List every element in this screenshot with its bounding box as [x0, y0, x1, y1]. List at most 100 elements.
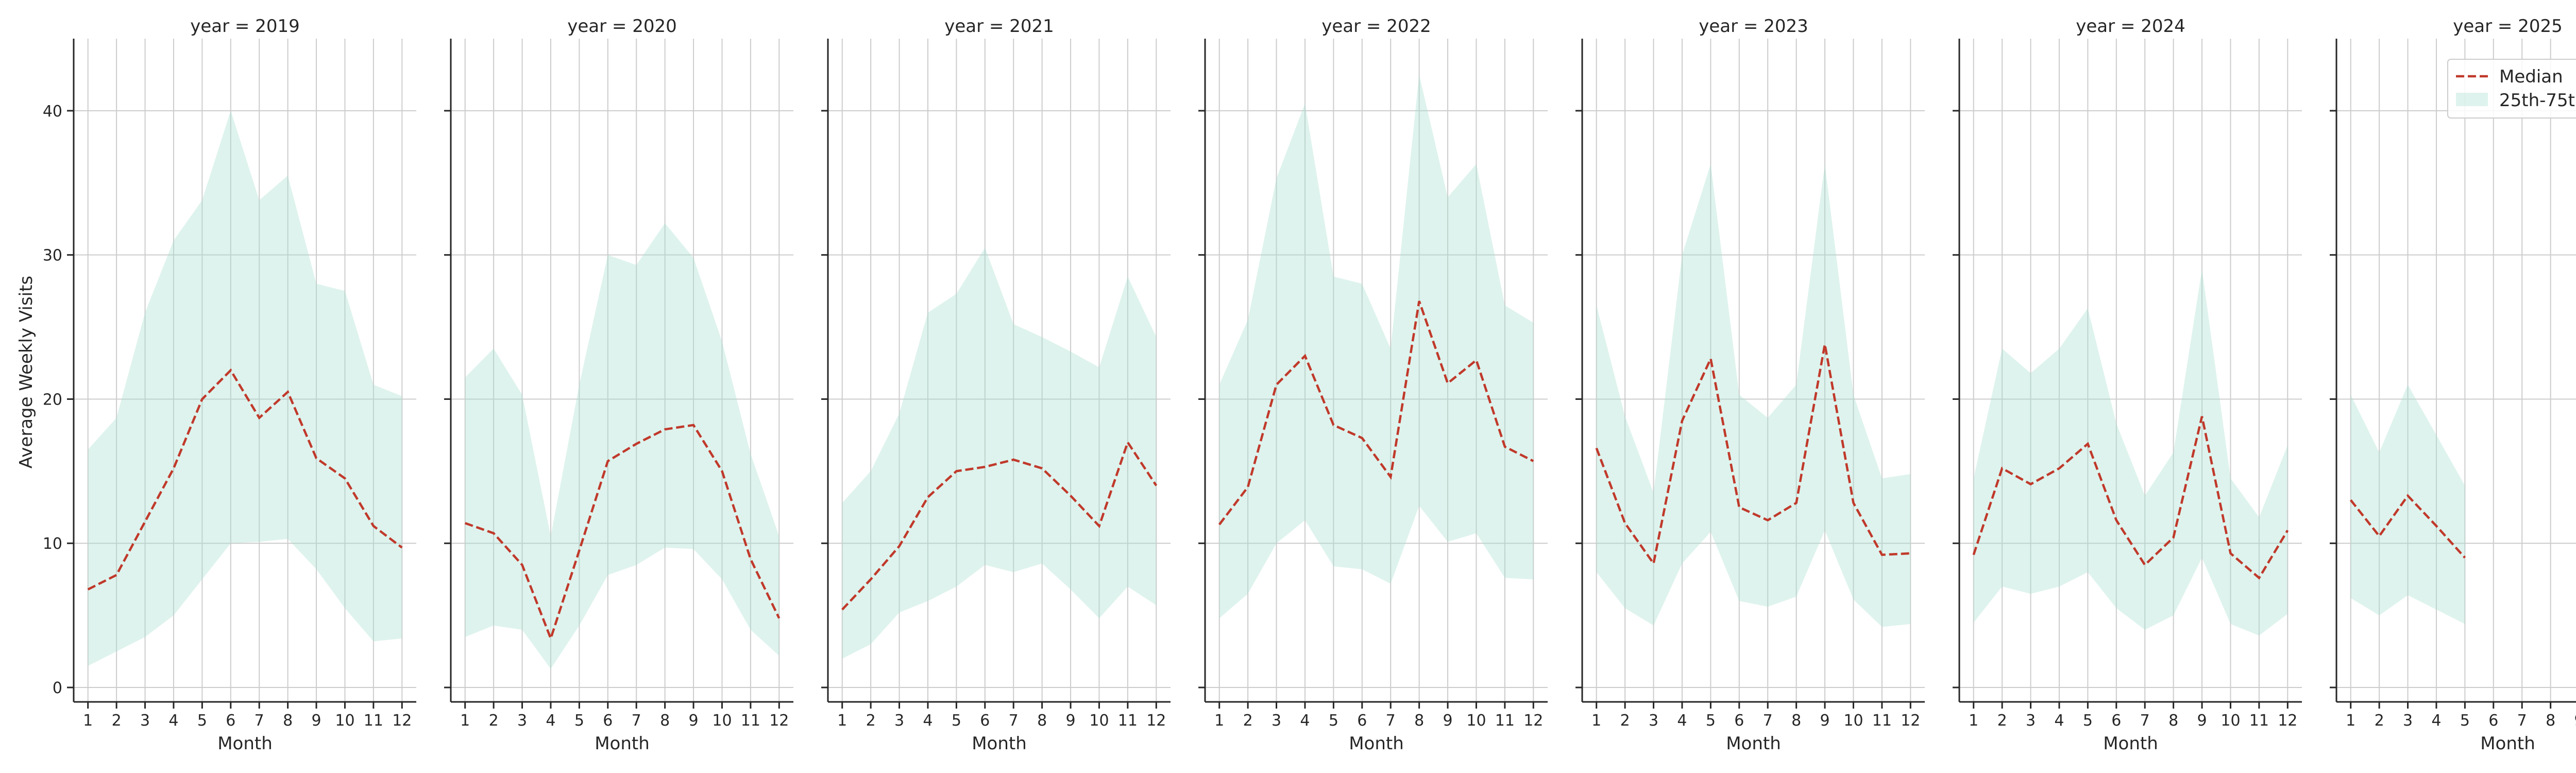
- x-tick-label: 1: [1591, 712, 1601, 730]
- x-tick-label: 12: [2278, 712, 2297, 730]
- x-tick-label: 12: [1146, 712, 1166, 730]
- x-tick-label: 11: [1495, 712, 1515, 730]
- x-tick-label: 4: [2054, 712, 2064, 730]
- panel-title: year = 2025: [2453, 16, 2562, 37]
- x-tick-label: 7: [2517, 712, 2527, 730]
- percentile-band: [1973, 269, 2288, 636]
- legend-band-label: 25th-75th Percentile: [2499, 90, 2576, 111]
- x-tick-label: 5: [2460, 712, 2470, 730]
- x-tick-label: 1: [2346, 712, 2355, 730]
- x-tick-label: 4: [168, 712, 178, 730]
- x-tick-label: 8: [1414, 712, 1424, 730]
- x-tick-label: 6: [2488, 712, 2498, 730]
- x-tick-label: 4: [923, 712, 933, 730]
- x-tick-label: 6: [1734, 712, 1744, 730]
- x-tick-label: 9: [1065, 712, 1075, 730]
- x-tick-label: 7: [1763, 712, 1773, 730]
- x-tick-label: 12: [769, 712, 789, 730]
- y-axis-label: Average Weekly Visits: [16, 276, 37, 468]
- y-tick-label: 40: [43, 103, 62, 121]
- x-tick-label: 9: [2574, 712, 2576, 730]
- x-axis-label: Month: [1349, 733, 1404, 754]
- x-axis-label: Month: [595, 733, 650, 754]
- panel-title: year = 2023: [1699, 16, 1808, 37]
- panel-title: year = 2022: [1321, 16, 1431, 37]
- x-tick-label: 3: [894, 712, 904, 730]
- median-line: [2349, 494, 2466, 559]
- x-tick-label: 9: [1443, 712, 1452, 730]
- x-tick-label: 8: [2546, 712, 2555, 730]
- x-tick-label: 11: [2249, 712, 2269, 730]
- x-tick-label: 4: [1677, 712, 1687, 730]
- x-tick-label: 4: [546, 712, 555, 730]
- y-tick-label: 0: [53, 679, 62, 697]
- legend-box: [2447, 59, 2576, 119]
- x-tick-label: 2: [1243, 712, 1253, 730]
- x-tick-label: 2: [489, 712, 499, 730]
- median-line: [1595, 344, 1911, 566]
- x-tick-label: 7: [632, 712, 641, 730]
- median-line: [1972, 416, 2289, 580]
- panel-title: year = 2024: [2076, 16, 2185, 37]
- x-axis-label: Month: [217, 733, 273, 754]
- x-tick-label: 7: [255, 712, 264, 730]
- x-tick-label: 6: [1357, 712, 1367, 730]
- x-tick-label: 1: [837, 712, 847, 730]
- x-tick-label: 2: [2375, 712, 2384, 730]
- x-tick-label: 7: [1009, 712, 1019, 730]
- median-line: [464, 424, 781, 642]
- x-tick-label: 5: [574, 712, 584, 730]
- percentile-band: [88, 110, 402, 666]
- x-tick-label: 2: [1620, 712, 1630, 730]
- legend-band-swatch: [2456, 93, 2488, 106]
- percentile-band: [1219, 74, 1534, 618]
- x-tick-label: 5: [1706, 712, 1716, 730]
- x-tick-label: 2: [112, 712, 122, 730]
- x-tick-label: 3: [517, 712, 527, 730]
- x-tick-label: 9: [1820, 712, 1829, 730]
- panel-title: year = 2020: [567, 16, 676, 37]
- median-line: [87, 368, 403, 591]
- x-tick-label: 10: [335, 712, 354, 730]
- x-tick-label: 12: [1523, 712, 1543, 730]
- x-tick-label: 1: [1214, 712, 1224, 730]
- y-tick-label: 10: [43, 535, 62, 553]
- x-axis-label: Month: [972, 733, 1027, 754]
- percentile-band: [465, 223, 779, 669]
- x-tick-label: 3: [140, 712, 150, 730]
- x-tick-label: 3: [2403, 712, 2413, 730]
- x-tick-label: 1: [460, 712, 470, 730]
- x-tick-label: 9: [2197, 712, 2207, 730]
- x-tick-label: 2: [866, 712, 876, 730]
- x-tick-label: 7: [2140, 712, 2150, 730]
- x-tick-label: 5: [952, 712, 961, 730]
- legend: Median 25th-75th Percentile: [2447, 59, 2576, 119]
- x-axis-label: Month: [2103, 733, 2158, 754]
- x-tick-label: 6: [226, 712, 235, 730]
- percentile-band: [1596, 164, 1911, 627]
- x-tick-label: 1: [83, 712, 93, 730]
- x-tick-label: 9: [688, 712, 698, 730]
- x-tick-label: 1: [1969, 712, 1978, 730]
- x-tick-label: 8: [1037, 712, 1047, 730]
- x-tick-label: 8: [283, 712, 293, 730]
- x-tick-label: 4: [1300, 712, 1310, 730]
- x-tick-label: 8: [660, 712, 670, 730]
- panel-title: year = 2019: [190, 16, 299, 37]
- x-tick-label: 12: [1901, 712, 1920, 730]
- percentile-band: [842, 247, 1157, 659]
- legend-median-label: Median: [2499, 66, 2563, 87]
- x-tick-label: 10: [1466, 712, 1486, 730]
- x-tick-label: 8: [1791, 712, 1801, 730]
- x-tick-label: 9: [311, 712, 321, 730]
- x-tick-label: 7: [1386, 712, 1396, 730]
- x-tick-label: 6: [2111, 712, 2121, 730]
- x-tick-label: 11: [1118, 712, 1138, 730]
- x-tick-label: 5: [2083, 712, 2093, 730]
- y-tick-label: 20: [43, 391, 62, 409]
- x-tick-label: 2: [1997, 712, 2007, 730]
